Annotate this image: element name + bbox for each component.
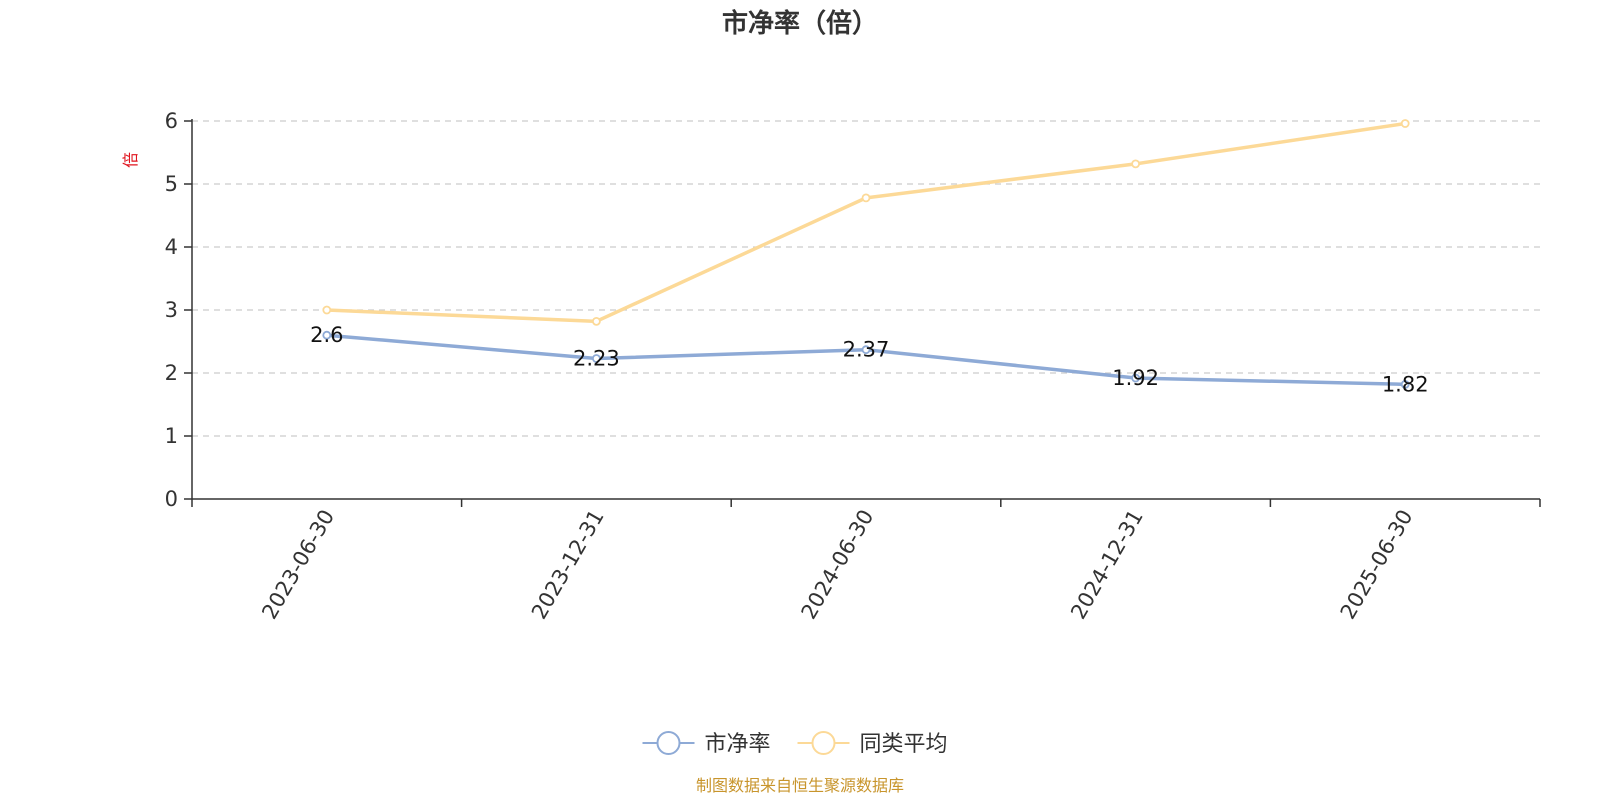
data-point [592,316,601,326]
data-point [861,193,871,203]
y-axis-label: 倍 [121,152,140,168]
series-line-1 [326,121,1406,324]
data-labels: 2.6 2.23 2.37 1.92 1.82 [310,323,1428,396]
data-label: 2.6 [310,323,343,347]
data-point [861,345,871,355]
chart-title: 市净率（倍） [722,8,878,39]
legend-item-0[interactable]: 市净率 [642,731,771,757]
data-source-note: 制图数据来自恒生聚源数据库 [696,776,904,795]
y-tick-label: 6 [165,109,178,133]
data-point [1400,119,1410,128]
data-label: 2.37 [843,338,890,362]
legend-marker-icon [656,731,681,755]
y-tick-label: 3 [165,298,178,322]
legend-item-1[interactable]: 同类平均 [797,731,948,757]
legend-label: 同类平均 [860,732,948,757]
data-point [592,354,601,363]
x-tick-label: 2023-06-30 [257,506,339,624]
data-point [1400,379,1410,389]
data-point [322,305,332,315]
series-group [322,119,1410,389]
x-tick-label: 2023-12-31 [527,506,609,624]
data-label: 1.82 [1382,372,1429,396]
legend[interactable]: 市净率 同类平均 [642,731,948,757]
y-tick-label: 4 [165,235,178,259]
x-tick-label: 2024-06-30 [797,506,879,624]
data-point [1131,373,1140,383]
axes: 0 1 2 3 4 5 6 2023-06-30 2023-12-31 2024-06-30 202… [165,109,1541,624]
y-tick-label: 0 [165,487,178,511]
legend-label: 市净率 [705,732,771,757]
legend-marker-icon [811,731,836,755]
x-tick-label: 2024-12-31 [1066,506,1148,624]
y-tick-label: 2 [165,361,178,385]
y-tick-label: 5 [165,172,178,196]
y-tick-label: 1 [165,424,178,448]
data-label: 1.92 [1112,366,1159,390]
x-tick-label: 2025-06-30 [1336,506,1418,624]
data-label: 2.23 [573,347,620,371]
data-point [1131,159,1140,169]
grid-lines [192,120,1540,437]
data-point [322,330,332,340]
